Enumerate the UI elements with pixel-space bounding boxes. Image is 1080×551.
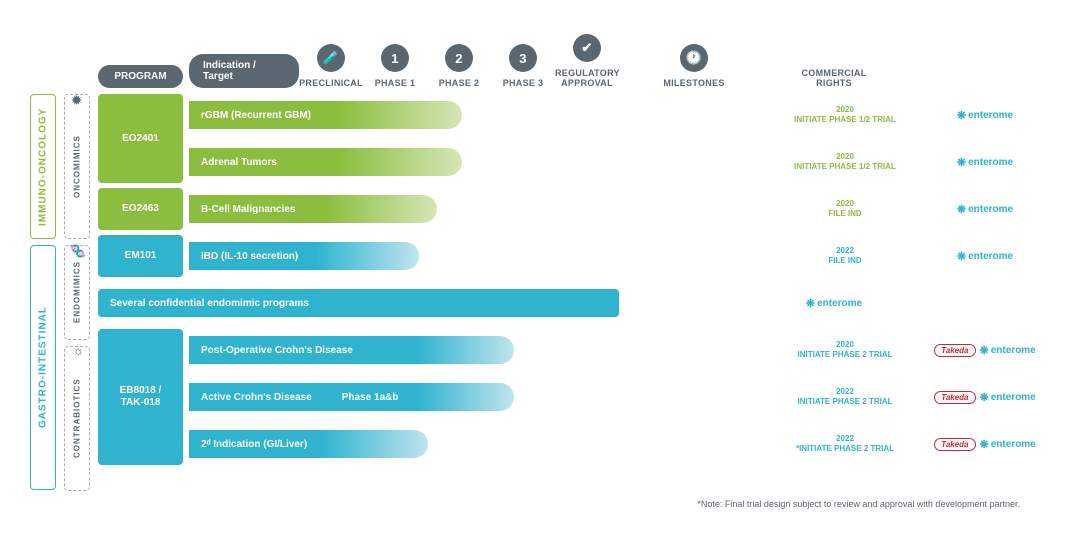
platform-label: CONTRABIOTICS☼ (64, 346, 90, 491)
takeda-logo: Takeda (934, 344, 975, 357)
milestone: 2022FILE IND (770, 246, 920, 267)
platform-icon: ✹ (70, 93, 84, 107)
commercial-rights: enterome (769, 297, 899, 310)
enterome-logo: enterome (957, 203, 1013, 216)
hdr-milestones: 🕐MILESTONES (619, 44, 769, 88)
area-label: IMMUNO-ONCOLOGY (30, 94, 56, 239)
program-badge: EO2463 (98, 188, 183, 230)
milestone: 2022INITIATE PHASE 2 TRIAL (770, 387, 920, 408)
hdr-phase: 2PHASE 2 (427, 44, 491, 88)
enterome-logo: enterome (957, 156, 1013, 169)
progress-bar: B-Cell Malignancies (189, 195, 437, 223)
area-label: GASTRO-INTESTINAL (30, 245, 56, 490)
hdr-phase: 3PHASE 3 (491, 44, 555, 88)
phase-icon: 3 (509, 44, 537, 72)
platform-icon: 🧬 (70, 244, 84, 258)
pipeline-subrow: B-Cell Malignancies 2020FILE IND enterome (183, 188, 1050, 230)
hdr-phase: 🧪PRECLINICAL (299, 44, 363, 88)
footnote: *Note: Final trial design subject to rev… (30, 499, 1050, 509)
header-row: PROGRAM Indication / Target🧪PRECLINICAL1P… (98, 20, 1050, 88)
progress-bar: Post-Operative Crohn's Disease (189, 336, 514, 364)
pipeline-subrow: IBD (IL-10 secretion) 2022FILE IND enterom… (183, 235, 1050, 277)
milestone: 2020INITIATE PHASE 1/2 TRIAL (770, 152, 920, 173)
pipeline-subrow: Adrenal Tumors 2020INITIATE PHASE 1/2 TRI… (183, 141, 1050, 183)
progress-bar: IBD (IL-10 secretion) (189, 242, 419, 270)
hdr-indication: Indication / Target (189, 54, 299, 88)
pipeline-row: EM101IBD (IL-10 secretion) 2022FILE IND en… (98, 235, 1050, 277)
milestone: 2022*INITIATE PHASE 2 TRIAL (770, 434, 920, 455)
commercial-rights: enterome (920, 250, 1050, 263)
pipeline-subrow: Post-Operative Crohn's Disease 2020INITIA… (183, 329, 1050, 371)
milestone: 2020INITIATE PHASE 1/2 TRIAL (770, 105, 920, 126)
milestone: 2020FILE IND (770, 199, 920, 220)
takeda-logo: Takeda (934, 391, 975, 404)
platform-icon: ☼ (70, 345, 84, 359)
commercial-rights: Takeda enterome (920, 344, 1050, 357)
hdr-program: PROGRAM (98, 65, 183, 88)
progress-bar: Adrenal Tumors (189, 148, 462, 176)
commercial-rights: enterome (920, 109, 1050, 122)
commercial-rights: Takeda enterome (920, 391, 1050, 404)
rows-container: EO2401rGBM (Recurrent GBM) 2020INITIATE P… (98, 94, 1050, 465)
commercial-rights: enterome (920, 203, 1050, 216)
program-badge: EB8018 /TAK-018 (98, 329, 183, 465)
enterome-logo: enterome (957, 109, 1013, 122)
phase-icon: 2 (445, 44, 473, 72)
program-badge: EM101 (98, 235, 183, 277)
pipeline-row: Several confidential endomimic programs e… (98, 282, 1050, 324)
commercial-rights: Takeda enterome (920, 438, 1050, 451)
pipeline-row: EB8018 /TAK-018Post-Operative Crohn's Di… (98, 329, 1050, 465)
phase-icon: 🧪 (317, 44, 345, 72)
enterome-logo: enterome (806, 297, 862, 310)
milestone: 2020INITIATE PHASE 2 TRIAL (770, 340, 920, 361)
hdr-phase: 1PHASE 1 (363, 44, 427, 88)
confidential-bar: Several confidential endomimic programs (98, 289, 619, 317)
platform-column: ONCOMIMICS✹ ENDOMIMICS🧬 CONTRABIOTICS☼ (64, 20, 90, 491)
enterome-logo: enterome (980, 438, 1036, 451)
pipeline-subrow: rGBM (Recurrent GBM) 2020INITIATE PHASE 1… (183, 94, 1050, 136)
main-grid: PROGRAMIndication / Target🧪PRECLINICAL1P… (98, 20, 1050, 491)
pipeline-row: EO2463B-Cell Malignancies 2020FILE IND ent… (98, 188, 1050, 230)
pipeline-row: EO2401rGBM (Recurrent GBM) 2020INITIATE P… (98, 94, 1050, 183)
program-badge: EO2401 (98, 94, 183, 183)
phase-icon: ✔ (573, 34, 601, 62)
enterome-logo: enterome (980, 391, 1036, 404)
progress-bar: rGBM (Recurrent GBM) (189, 101, 462, 129)
progress-bar: Active Crohn's DiseasePhase 1a&b (189, 383, 514, 411)
progress-bar: 2ᵈ Indication (GI/Liver) (189, 430, 428, 458)
pipeline-chart: IMMUNO-ONCOLOGY GASTRO-INTESTINAL ONCOMIM… (30, 20, 1050, 491)
pipeline-subrow: 2ᵈ Indication (GI/Liver) 2022*INITIATE PH… (183, 423, 1050, 465)
pipeline-subrow: Active Crohn's DiseasePhase 1a&b 2022INIT… (183, 376, 1050, 418)
clock-icon: 🕐 (680, 44, 708, 72)
therapeutic-area-column: IMMUNO-ONCOLOGY GASTRO-INTESTINAL (30, 20, 56, 491)
takeda-logo: Takeda (934, 438, 975, 451)
hdr-rights: COMMERCIALRIGHTS (769, 68, 899, 88)
platform-label: ENDOMIMICS🧬 (64, 245, 90, 340)
platform-label: ONCOMIMICS✹ (64, 94, 90, 239)
enterome-logo: enterome (957, 250, 1013, 263)
enterome-logo: enterome (980, 344, 1036, 357)
commercial-rights: enterome (920, 156, 1050, 169)
hdr-phase: ✔REGULATORYAPPROVAL (555, 34, 619, 88)
phase-icon: 1 (381, 44, 409, 72)
